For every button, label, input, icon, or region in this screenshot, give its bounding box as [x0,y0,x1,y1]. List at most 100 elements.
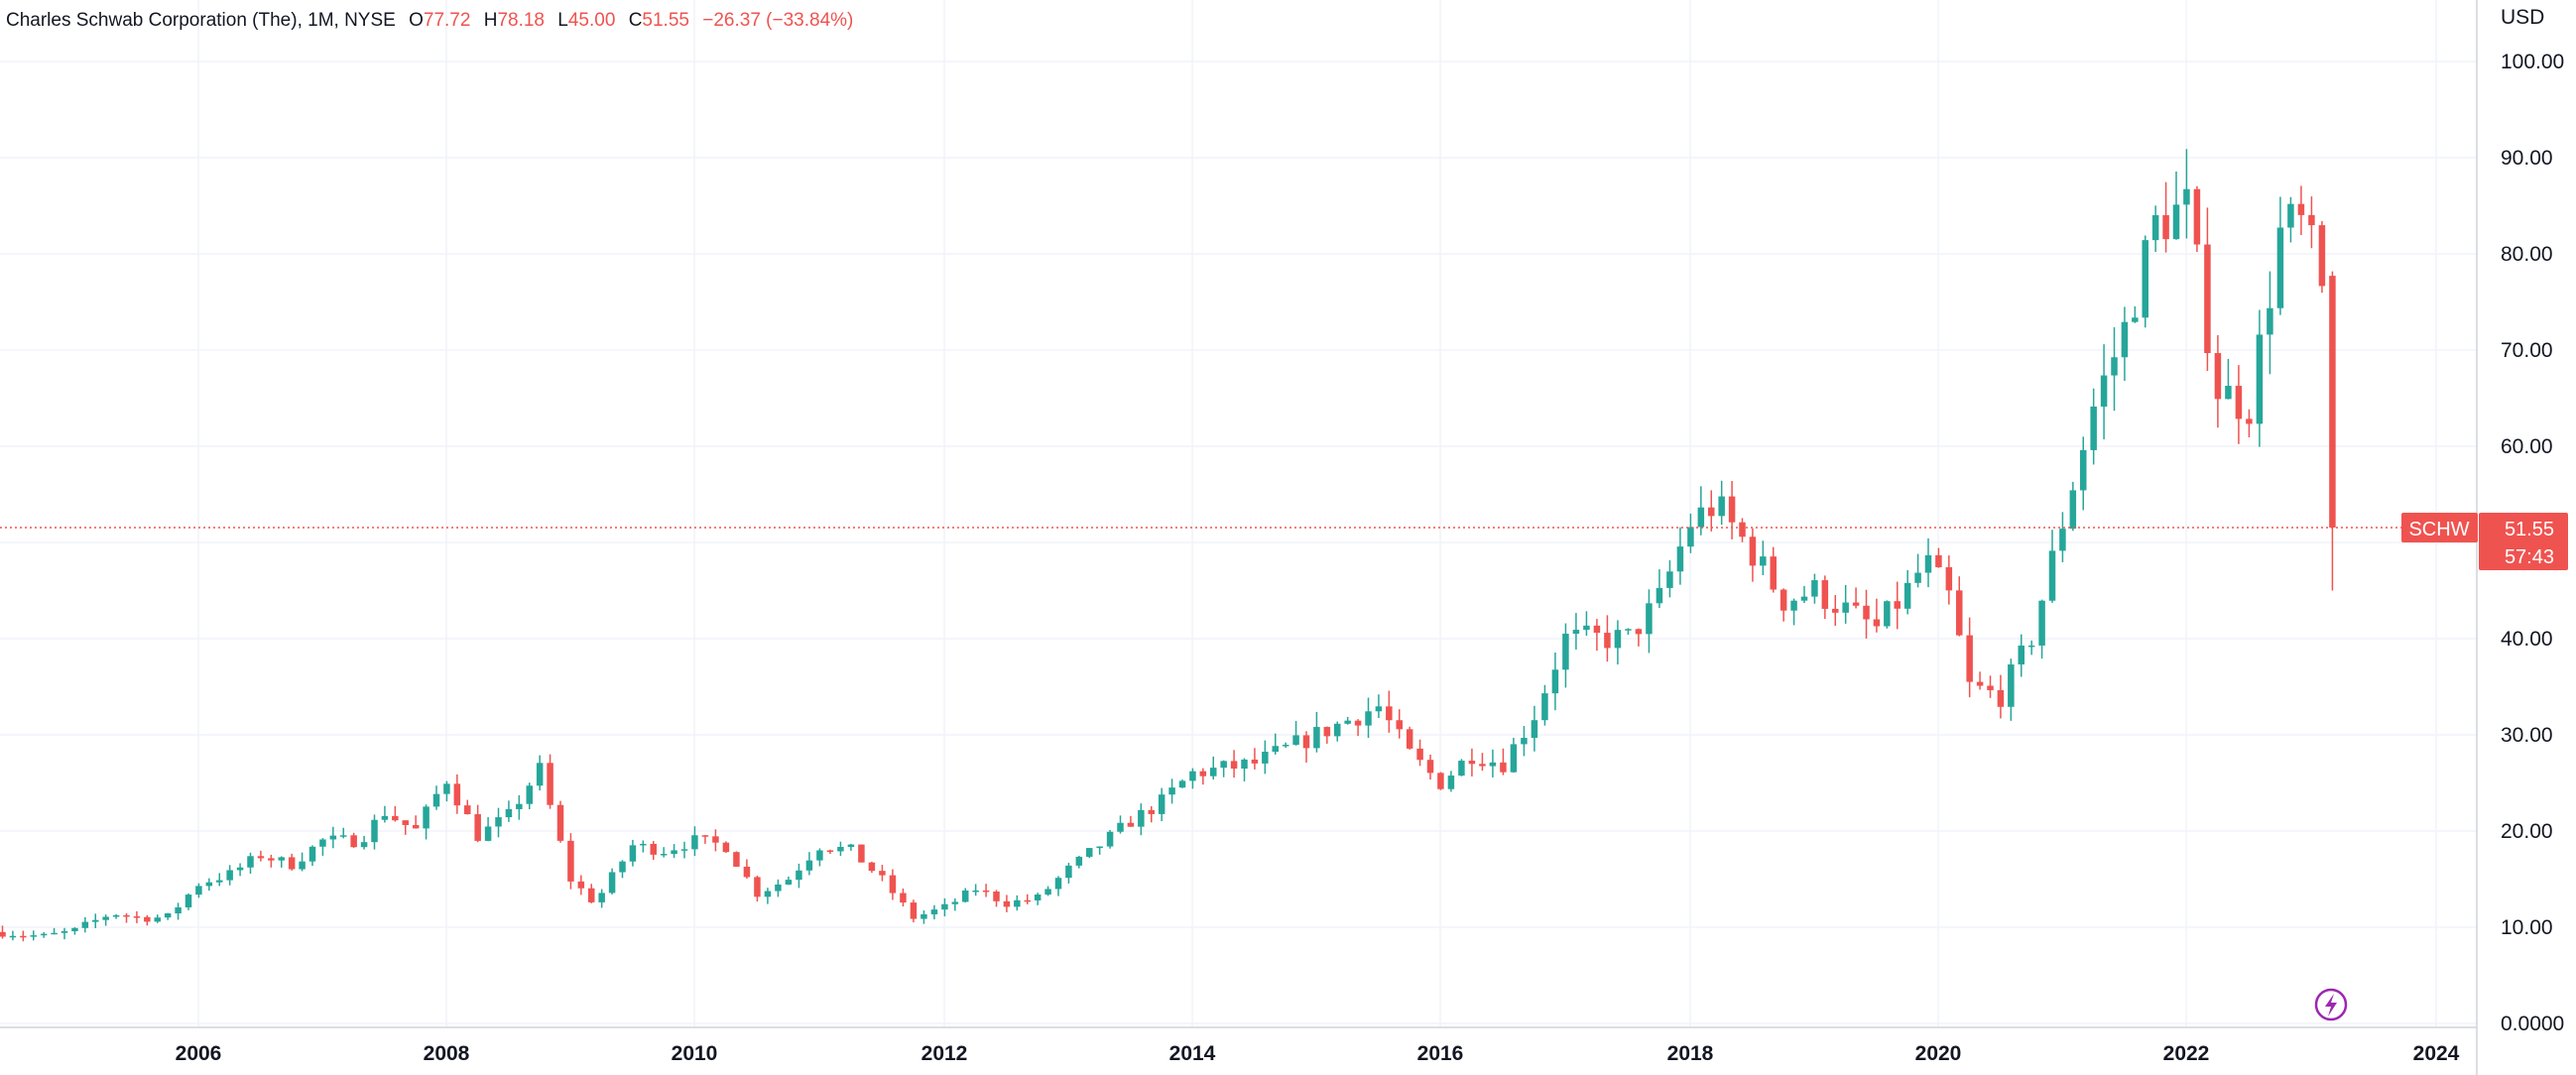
candle-body [464,805,471,815]
candle-body [2193,188,2201,245]
candle [319,838,326,856]
candle-body [1272,746,1279,753]
candle [588,884,595,903]
candle [402,820,409,835]
time-axis-labels[interactable]: 2006 2008 2010 2012 2014 2016 2018 2020 2022 2024 [176,1042,2460,1065]
candle-body [1323,727,1331,737]
candle [184,893,192,910]
lightning-icon[interactable] [2314,988,2348,1021]
symbol-name[interactable]: Charles Schwab Corporation (The), 1M, NY… [6,10,396,31]
candle [1924,538,1932,588]
candle [858,844,865,863]
candle-body [2027,645,2035,648]
candle-body [1075,856,1083,866]
price-axis-tick: 70.00 [2501,339,2553,362]
candle-body [526,785,533,804]
candle-body [247,856,254,868]
candle [71,926,78,935]
candle-body [381,815,389,820]
candle [1593,619,1601,652]
candle-body [1521,738,1528,745]
price-axis-tick: 60.00 [2501,435,2553,458]
candle-body [453,783,461,806]
candle [329,826,337,849]
candle [112,913,120,919]
candle [1437,772,1444,790]
candle [92,913,99,928]
candle-body [1024,899,1031,902]
candle-body [660,854,668,856]
candle-body [1158,794,1165,814]
candle-body [2329,276,2336,528]
candle [1272,733,1279,755]
candle [2142,235,2148,328]
candle [1666,559,1673,598]
candle-body [1997,689,2005,707]
candle [1945,555,1953,605]
candle [505,800,513,822]
candle [1656,569,1663,609]
candle [1024,894,1031,904]
candle-body [722,842,730,853]
candle-body [299,861,306,870]
candle [1168,778,1175,804]
candle [2018,634,2024,677]
candle-body [2059,529,2066,551]
time-axis-tick: 2006 [176,1042,222,1065]
candle-body [1956,590,1963,636]
candle [1852,587,1860,609]
candle-body [1302,735,1310,749]
candle [2172,171,2180,240]
candle [1003,895,1011,912]
candle [785,876,793,886]
candle [920,910,927,924]
candle-body [1697,507,1705,528]
candle [1386,690,1393,733]
candle-body [257,856,265,859]
candle-body [868,862,876,872]
change-value: −26.37 (−33.84%) [702,10,854,31]
candle [547,754,553,809]
candle [796,863,802,889]
candle [2225,358,2232,400]
candle-body [1604,633,1611,649]
candle-body [1541,693,1548,721]
candle [640,840,647,853]
candle [1127,815,1135,827]
candle [526,782,533,810]
candle-body [2267,307,2273,335]
candle-body [1044,889,1051,896]
candle [299,852,306,872]
candle [556,800,564,843]
candle-body [2080,449,2087,491]
candle-body [1914,572,1921,583]
candle-body [1334,723,1341,737]
candle-body [1873,619,1881,627]
candle [1997,674,2005,719]
candle [1054,876,1062,896]
candle [1210,756,1217,779]
candle-body [1852,602,1860,606]
candle-body [1406,729,1413,749]
candle-body [9,935,17,938]
candle [1894,581,1901,630]
open-value: 77.72 [423,10,471,31]
candle-body [268,858,275,861]
candle [340,827,347,839]
time-axis-tick: 2012 [921,1042,968,1065]
candle [1770,546,1777,593]
time-axis-tick: 2024 [2413,1042,2460,1065]
candle-body [1842,602,1849,613]
candle [1760,540,1767,576]
candle [1676,527,1684,585]
candle [257,850,265,862]
candle [61,927,68,940]
candle [691,826,698,857]
candle-body [2172,204,2180,240]
candle [1521,726,1528,757]
candle-body [1178,780,1186,788]
candle-body [680,849,688,851]
candle [2193,185,2201,252]
candle-body [743,866,751,878]
